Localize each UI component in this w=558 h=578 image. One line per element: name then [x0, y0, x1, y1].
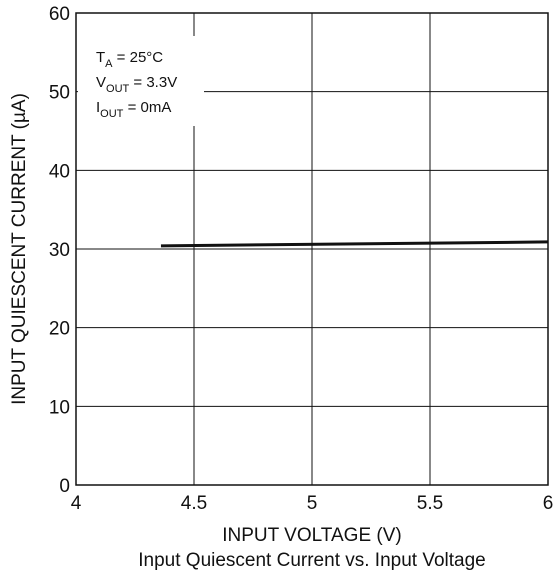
y-tick-labels: 0 10 20 30 40 50 60 [49, 4, 70, 497]
conditions-box: TA = 25°C VOUT = 3.3V IOUT = 0mA [78, 36, 204, 126]
x-tick-label: 4.5 [181, 493, 207, 514]
y-tick-label: 0 [59, 476, 70, 497]
x-tick-label: 6 [543, 493, 554, 514]
y-axis-title: INPUT QUIESCENT CURRENT (µA) [9, 93, 30, 405]
y-tick-label: 50 [49, 83, 70, 104]
y-tick-label: 60 [49, 4, 70, 25]
x-tick-label: 5 [307, 493, 318, 514]
y-tick-label: 10 [49, 397, 70, 418]
y-tick-label: 20 [49, 319, 70, 340]
y-tick-label: 40 [49, 161, 70, 182]
x-tick-labels: 4 4.5 5 5.5 6 [71, 493, 554, 514]
x-tick-label: 5.5 [417, 493, 443, 514]
series-group [160, 240, 549, 248]
chart-caption: Input Quiescent Current vs. Input Voltag… [138, 550, 485, 571]
series-line [160, 240, 549, 248]
condition-iout: IOUT = 0mA [96, 99, 171, 120]
condition-vout: VOUT = 3.3V [96, 74, 177, 95]
y-tick-label: 30 [49, 240, 70, 261]
conditions-background [78, 36, 204, 126]
x-axis-title: INPUT VOLTAGE (V) [222, 525, 401, 546]
condition-ta: TA = 25°C [96, 49, 163, 70]
x-tick-label: 4 [71, 493, 82, 514]
